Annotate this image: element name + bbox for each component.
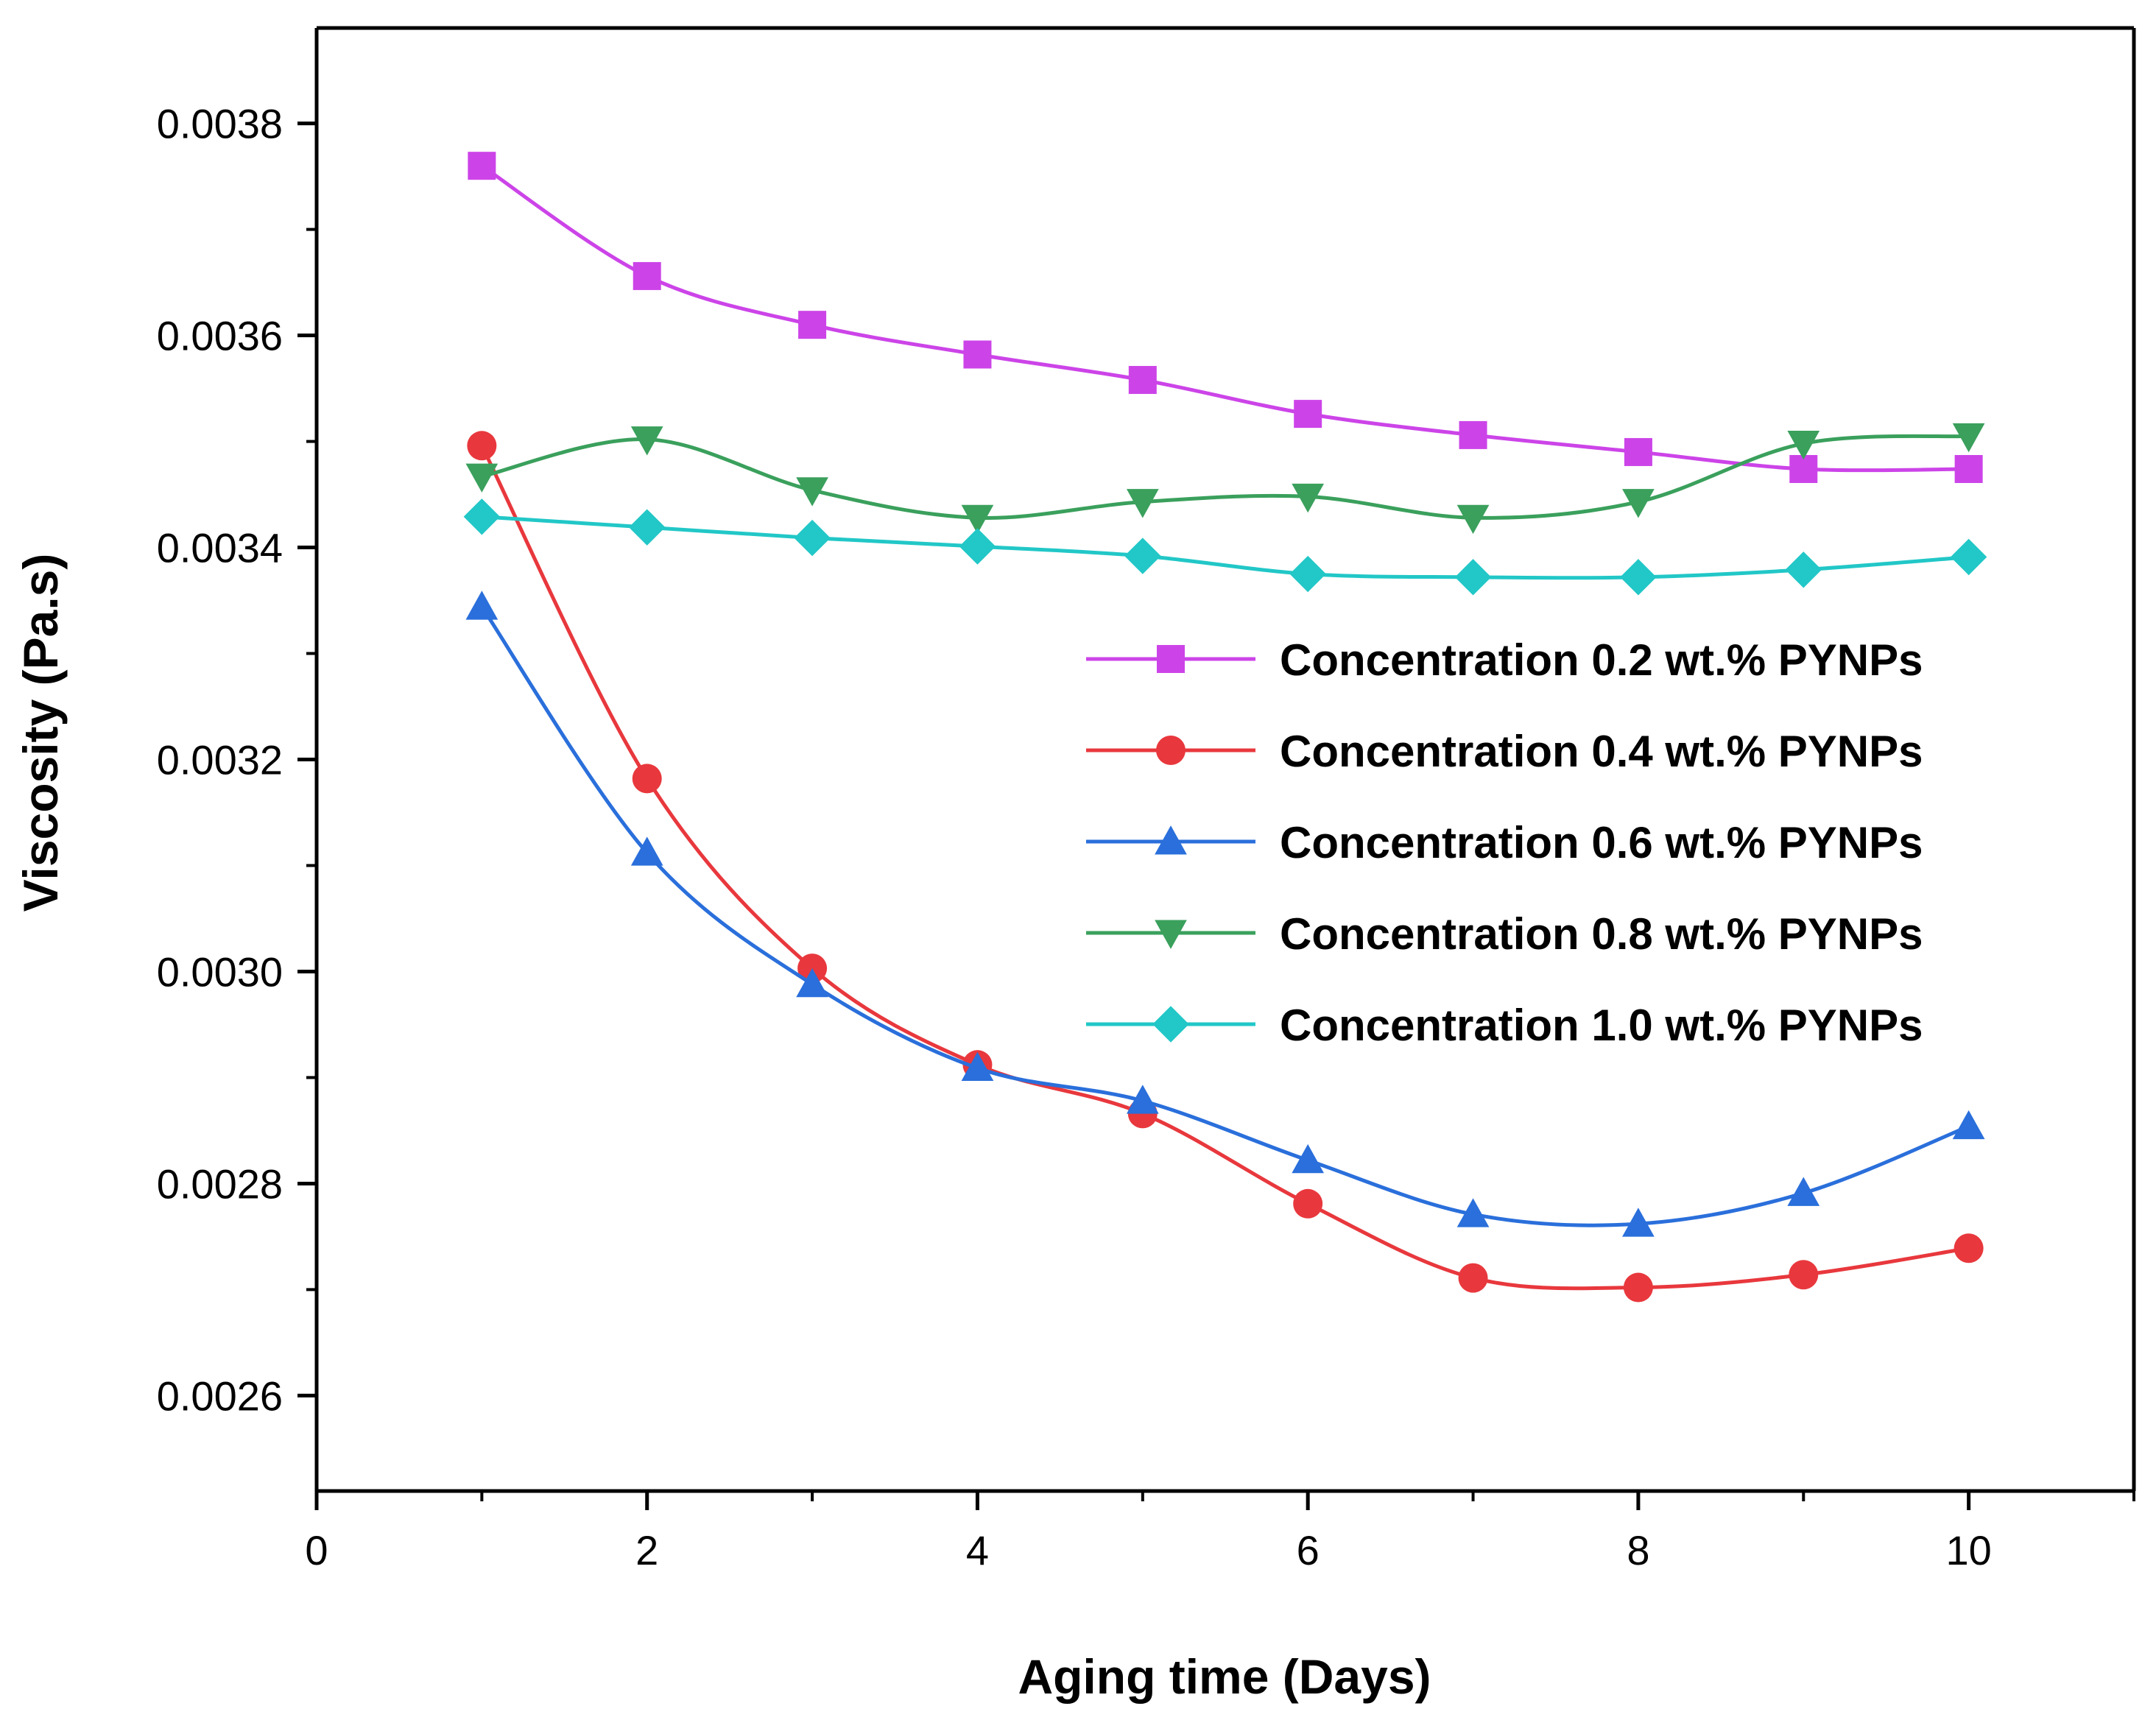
legend-marker: [1156, 736, 1186, 765]
data-point: [633, 261, 661, 290]
data-point: [632, 764, 662, 794]
data-point: [1623, 1272, 1653, 1303]
data-point: [798, 311, 827, 339]
data-point: [1954, 1233, 1984, 1263]
series-3: [465, 591, 1985, 1237]
data-point: [465, 591, 499, 620]
data-point: [1454, 559, 1492, 596]
x-tick-label: 6: [1297, 1527, 1320, 1573]
data-point: [463, 498, 501, 535]
x-axis-title: Aging time (Days): [1018, 1649, 1431, 1704]
data-point: [1292, 1143, 1325, 1174]
data-point: [1952, 423, 1985, 453]
data-point: [794, 519, 831, 557]
series-layer: [463, 152, 1987, 1303]
legend-marker: [1157, 645, 1185, 673]
data-point: [1456, 504, 1490, 535]
x-tick-label: 10: [1945, 1527, 1991, 1573]
data-point: [1785, 551, 1822, 588]
data-point: [796, 477, 828, 507]
data-point: [467, 431, 497, 461]
data-point: [1294, 400, 1322, 429]
series-line: [480, 605, 1970, 1227]
data-point: [1458, 1263, 1488, 1293]
y-axis-ticks: 0.0026 0.0028 0.0030 0.0032 0.0034 0.0036 0.00…: [157, 101, 317, 1419]
series-1: [468, 152, 1983, 483]
x-tick-label: 4: [966, 1527, 989, 1573]
y-tick-label: 0.0038: [157, 101, 283, 147]
series-line: [481, 434, 1969, 520]
legend-marker: [1152, 1006, 1189, 1043]
data-point: [1622, 489, 1655, 518]
data-point: [959, 528, 996, 565]
data-point: [1620, 559, 1657, 596]
series-4: [465, 423, 1985, 535]
legend-marker: [1155, 825, 1187, 855]
data-point: [1950, 538, 1987, 576]
data-point: [1126, 489, 1159, 518]
series-5: [463, 498, 1987, 596]
data-point: [1787, 1177, 1820, 1206]
data-point: [961, 1051, 994, 1081]
data-point: [1289, 555, 1326, 593]
data-point: [961, 504, 994, 535]
data-point: [1292, 483, 1325, 513]
data-point: [1456, 1198, 1490, 1227]
series-line: [480, 164, 1969, 473]
data-point: [1128, 366, 1157, 395]
plot-area: [314, 26, 2136, 1493]
data-point: [1293, 1188, 1323, 1219]
data-point: [630, 426, 663, 456]
data-point: [1789, 1260, 1819, 1290]
data-point: [1126, 1085, 1159, 1114]
y-tick-label: 0.0028: [157, 1160, 283, 1207]
legend-item: Concentration 0.6 wt.% PYNPs: [1086, 818, 1923, 867]
legend-item: Concentration 0.4 wt.% PYNPs: [1086, 727, 1923, 776]
y-tick-label: 0.0036: [157, 313, 283, 359]
x-axis-ticks: 0 2 4 6 8 10: [305, 1491, 2135, 1573]
data-point: [1789, 454, 1818, 483]
data-point: [1954, 454, 1983, 483]
data-point: [1624, 437, 1652, 466]
legend-item: Concentration 0.2 wt.% PYNPs: [1086, 635, 1923, 685]
data-point: [963, 340, 992, 369]
y-tick-label: 0.0032: [157, 737, 283, 783]
data-point: [630, 836, 663, 866]
legend-item: Concentration 0.8 wt.% PYNPs: [1086, 909, 1923, 959]
y-axis-title: Viscosity (Pa.s): [13, 554, 68, 912]
data-point: [1787, 430, 1820, 460]
y-tick-label: 0.0030: [157, 948, 283, 995]
data-point: [1124, 538, 1161, 574]
legend-label: Concentration 1.0 wt.% PYNPs: [1280, 1001, 1923, 1050]
y-tick-label: 0.0034: [157, 525, 283, 571]
x-tick-label: 0: [305, 1527, 328, 1573]
data-point: [1459, 420, 1487, 449]
legend-label: Concentration 0.4 wt.% PYNPs: [1280, 727, 1923, 776]
data-point: [1952, 1110, 1985, 1140]
series-line: [482, 515, 1969, 580]
data-point: [796, 967, 828, 998]
y-tick-label: 0.0026: [157, 1372, 283, 1419]
legend-item: Concentration 1.0 wt.% PYNPs: [1086, 1001, 1923, 1050]
legend-label: Concentration 0.8 wt.% PYNPs: [1280, 909, 1923, 959]
legend: Concentration 0.2 wt.% PYNPs Concentratio…: [1086, 635, 1923, 1050]
series-line: [480, 445, 1970, 1291]
legend-marker: [1155, 920, 1187, 949]
legend-label: Concentration 0.2 wt.% PYNPs: [1280, 635, 1923, 685]
x-tick-label: 2: [635, 1527, 658, 1573]
data-point: [1622, 1208, 1655, 1237]
x-tick-label: 8: [1627, 1527, 1649, 1573]
data-point: [468, 152, 496, 180]
data-point: [465, 463, 499, 493]
data-point: [629, 509, 666, 546]
legend-label: Concentration 0.6 wt.% PYNPs: [1280, 818, 1923, 867]
